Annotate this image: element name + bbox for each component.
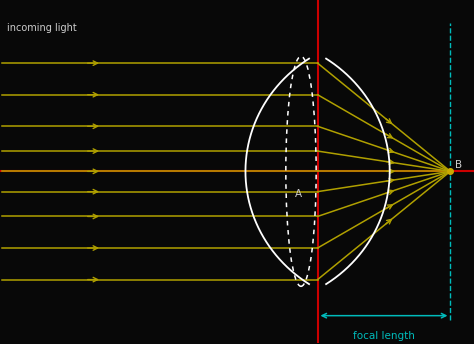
Text: B: B	[455, 160, 462, 170]
Text: incoming light: incoming light	[7, 23, 77, 33]
Text: focal length: focal length	[353, 331, 415, 342]
Text: A: A	[295, 189, 302, 199]
